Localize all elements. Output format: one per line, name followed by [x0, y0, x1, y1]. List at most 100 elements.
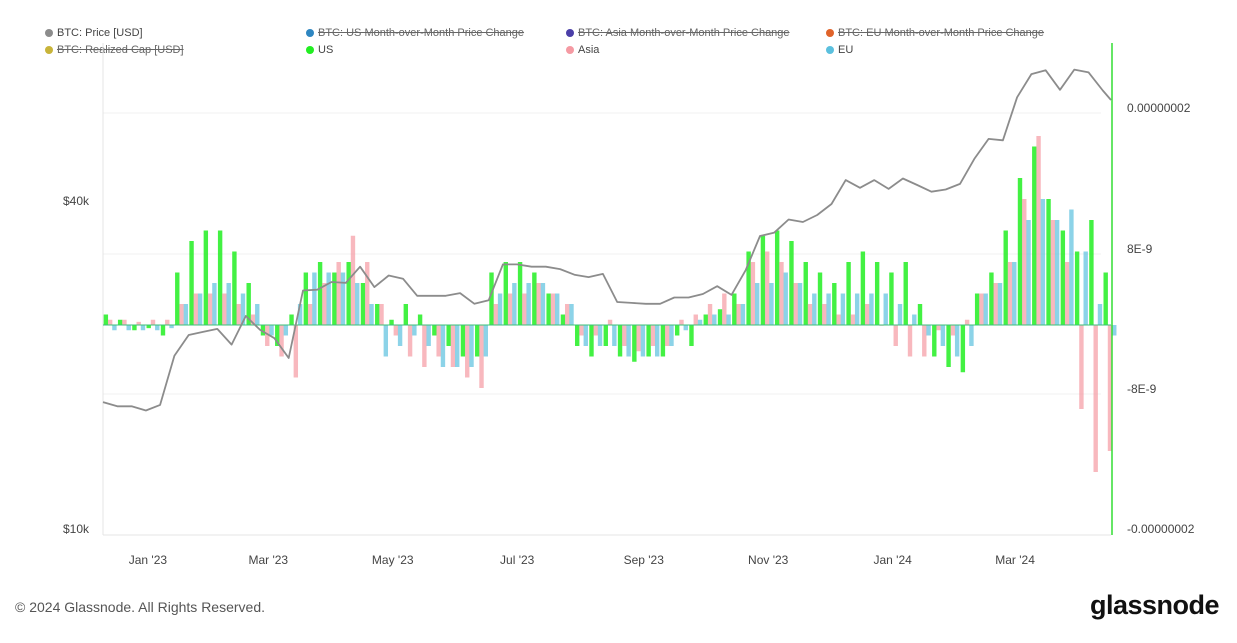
bar-us — [974, 293, 980, 325]
bar-asia — [593, 325, 598, 336]
bar-eu — [912, 314, 917, 325]
price-line — [102, 68, 1112, 412]
bar-eu — [597, 325, 603, 346]
bar-us — [632, 325, 637, 362]
bar-asia — [636, 325, 641, 352]
bar-asia — [207, 293, 213, 325]
bar-asia — [607, 319, 613, 325]
x-tick-label: Jan '23 — [129, 553, 168, 567]
bar-us — [189, 241, 194, 325]
bar-asia — [179, 304, 184, 325]
legend-item-eu[interactable]: EU — [826, 44, 853, 56]
bar-eu — [512, 283, 517, 325]
bar-asia — [893, 325, 898, 346]
legend-item-btc-price-usd[interactable]: BTC: Price [USD] — [45, 27, 143, 39]
bar-eu — [1012, 262, 1017, 325]
bar-us — [117, 319, 123, 325]
legend-dot-icon — [566, 46, 574, 54]
bar-eu — [226, 283, 231, 325]
bar-eu — [812, 293, 817, 325]
bar-asia — [365, 262, 370, 325]
x-tick-label: Nov '23 — [748, 553, 789, 567]
bar-eu — [883, 293, 888, 325]
bar-us — [475, 325, 480, 357]
bar-us — [575, 325, 580, 346]
bar-asia — [950, 325, 956, 336]
bar-us — [603, 325, 608, 346]
bar-us — [132, 325, 137, 331]
bar-us — [703, 314, 708, 325]
bar-us — [803, 262, 808, 325]
bar-asia — [436, 325, 441, 357]
right-tick-label: -8E-9 — [1127, 382, 1157, 396]
bar-us — [289, 314, 294, 325]
bar-us — [460, 325, 466, 357]
bar-eu — [1069, 209, 1074, 325]
bar-us — [1089, 220, 1094, 325]
bar-asia — [393, 325, 399, 336]
bar-eu — [826, 293, 831, 325]
bar-asia — [936, 325, 941, 331]
bar-eu — [269, 325, 274, 336]
right-tick-label: 8E-9 — [1127, 242, 1153, 256]
legend-item-us[interactable]: US — [306, 44, 333, 56]
bar-eu — [183, 304, 189, 325]
bar-asia — [1064, 262, 1070, 325]
bar-asia — [736, 304, 741, 325]
bar-asia — [922, 325, 927, 357]
legend-item-asia[interactable]: Asia — [566, 44, 599, 56]
bar-us — [489, 272, 494, 325]
bar-asia — [979, 293, 984, 325]
bar-asia — [579, 325, 584, 336]
bar-asia — [964, 319, 970, 325]
bar-eu — [1083, 251, 1088, 325]
bar-eu — [712, 314, 717, 325]
bar-us — [874, 262, 880, 325]
bar-asia — [1007, 262, 1013, 325]
legend-item-btc-realized-cap-usd[interactable]: BTC: Realized Cap [USD] — [45, 44, 184, 56]
bar-us — [760, 235, 766, 325]
bar-us — [217, 230, 223, 325]
bar-asia — [250, 314, 256, 325]
bar-asia — [279, 325, 284, 357]
bar-asia — [193, 293, 199, 325]
bar-eu — [283, 325, 289, 336]
bar-eu — [854, 293, 860, 325]
bar-asia — [465, 325, 470, 378]
bar-eu — [483, 325, 488, 357]
bar-eu — [197, 293, 203, 325]
bar-asia — [707, 304, 713, 325]
bar-asia — [750, 262, 756, 325]
bar-asia — [764, 251, 770, 325]
bar-eu — [497, 293, 503, 325]
bar-asia — [507, 293, 513, 325]
bar-eu — [654, 325, 660, 357]
bar-asia — [422, 325, 427, 367]
bar-asia — [664, 325, 670, 346]
bar-us — [660, 325, 666, 357]
bar-asia — [722, 293, 727, 325]
bar-asia — [565, 304, 570, 325]
legend-item-btc-asia-month-over-month-price-change[interactable]: BTC: Asia Month-over-Month Price Change — [566, 27, 790, 39]
bar-eu — [526, 283, 531, 325]
copyright-text: © 2024 Glassnode. All Rights Reserved. — [15, 599, 266, 615]
x-tick-label: Jan '24 — [874, 553, 913, 567]
bar-us — [846, 262, 851, 325]
legend-label: Asia — [578, 44, 600, 56]
legend-item-btc-us-month-over-month-price-change[interactable]: BTC: US Month-over-Month Price Change — [306, 27, 524, 39]
legend-item-btc-eu-month-over-month-price-change[interactable]: BTC: EU Month-over-Month Price Change — [826, 27, 1044, 39]
bar-us — [746, 251, 751, 325]
bar-eu — [383, 325, 389, 357]
bar-eu — [640, 325, 646, 357]
bar-eu — [155, 325, 160, 331]
x-tick-label: Jul '23 — [500, 553, 535, 567]
bar-asia — [1093, 325, 1098, 472]
bar-asia — [1050, 220, 1056, 325]
bar-eu — [969, 325, 974, 346]
bar-asia — [165, 319, 170, 325]
bar-us — [403, 304, 409, 325]
bar-eu — [169, 325, 174, 329]
bar-eu — [469, 325, 474, 367]
bar-eu — [412, 325, 417, 336]
